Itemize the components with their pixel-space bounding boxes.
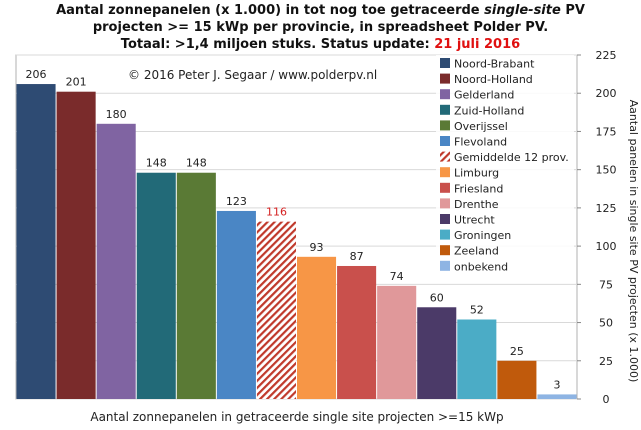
legend-swatch <box>440 182 450 193</box>
bar-flevoland <box>216 210 256 399</box>
bar-zuid-holland <box>136 172 176 399</box>
y-tick-label: 0 <box>603 393 610 406</box>
y-tick-label: 200 <box>596 87 617 100</box>
legend-label: onbekend <box>454 260 508 273</box>
title-line-1: Aantal zonnepanelen (x 1.000) in tot nog… <box>0 2 641 19</box>
legend-label: Drenthe <box>454 198 499 211</box>
x-axis-label: Aantal zonnepanelen in getraceerde singl… <box>90 410 503 424</box>
y-axis-label: Aantal panelen in single site PV project… <box>627 100 640 383</box>
y-tick-label: 175 <box>596 125 617 138</box>
title-line-3: Totaal: >1,4 miljoen stuks. Status updat… <box>0 36 641 53</box>
y-tick-label: 75 <box>599 278 613 291</box>
y-tick-label: 100 <box>596 240 617 253</box>
legend-label: Limburg <box>454 167 499 180</box>
data-label: 123 <box>226 195 247 208</box>
bar-limburg <box>297 256 337 399</box>
data-label: 148 <box>146 157 167 170</box>
legend-swatch <box>440 245 450 256</box>
title-line-1-italic: single-site <box>484 3 561 18</box>
legend <box>436 55 574 278</box>
legend-swatch <box>440 229 450 240</box>
title-line-1-start: Aantal zonnepanelen (x 1.000) in tot nog… <box>56 3 485 18</box>
legend-swatch <box>440 104 450 115</box>
data-label: 206 <box>26 68 47 81</box>
bar-overijssel <box>176 172 216 399</box>
data-label: 201 <box>66 76 87 89</box>
legend-label: Gelderland <box>454 89 514 102</box>
data-label: 93 <box>310 241 324 254</box>
y-tick-label: 150 <box>596 164 617 177</box>
legend-swatch <box>440 120 450 131</box>
legend-label: Overijssel <box>454 120 508 133</box>
legend-swatch <box>440 167 450 178</box>
legend-label: Zuid-Holland <box>454 104 524 117</box>
data-label: 52 <box>470 303 484 316</box>
bar-drenthe <box>377 285 417 399</box>
bar-friesland <box>337 265 377 399</box>
legend-label: Gemiddelde 12 prov. <box>454 151 569 164</box>
title-line-1-end: PV <box>560 3 585 18</box>
title-line-2: projecten >= 15 kWp per provincie, in sp… <box>92 20 549 35</box>
legend-swatch <box>440 198 450 209</box>
legend-label: Noord-Brabant <box>454 58 535 71</box>
legend-label: Flevoland <box>454 136 507 149</box>
bar-gemiddelde-12-prov- <box>256 221 296 399</box>
legend-swatch <box>440 58 450 68</box>
bar-noord-brabant <box>16 84 56 399</box>
data-label: 25 <box>510 345 524 358</box>
legend-swatch <box>440 260 450 271</box>
data-label: 60 <box>430 291 444 304</box>
legend-label: Noord-Holland <box>454 73 533 86</box>
bar-onbekend <box>537 394 577 399</box>
data-label: 116 <box>266 206 287 219</box>
bar-groningen <box>457 319 497 399</box>
data-label: 180 <box>106 108 127 121</box>
data-label: 148 <box>186 157 207 170</box>
legend-label: Zeeland <box>454 245 499 258</box>
bar-zeeland <box>497 360 537 399</box>
data-label: 74 <box>390 270 404 283</box>
legend-swatch <box>440 214 450 224</box>
title-line-3-start: Totaal: >1,4 miljoen stuks. Status updat… <box>120 37 435 52</box>
legend-label: Groningen <box>454 229 511 242</box>
data-label: 87 <box>350 250 364 263</box>
y-tick-label: 225 <box>596 49 617 62</box>
y-tick-label: 25 <box>599 355 613 368</box>
bar-noord-holland <box>56 91 96 400</box>
status-date: 21 juli 2016 <box>434 37 521 52</box>
y-tick-label: 50 <box>599 317 613 330</box>
legend-swatch <box>440 151 450 162</box>
data-label: 3 <box>553 378 560 391</box>
copyright-text: © 2016 Peter J. Segaar / www.polderpv.nl <box>128 68 377 82</box>
legend-label: Utrecht <box>454 214 495 227</box>
legend-label: Friesland <box>454 182 503 195</box>
bar-gelderland <box>96 123 136 400</box>
chart-title: Aantal zonnepanelen (x 1.000) in tot nog… <box>0 2 641 53</box>
legend-swatch <box>440 73 450 84</box>
legend-swatch <box>440 136 450 146</box>
y-tick-label: 125 <box>596 202 617 215</box>
legend-swatch <box>440 89 450 100</box>
bar-utrecht <box>417 307 457 399</box>
